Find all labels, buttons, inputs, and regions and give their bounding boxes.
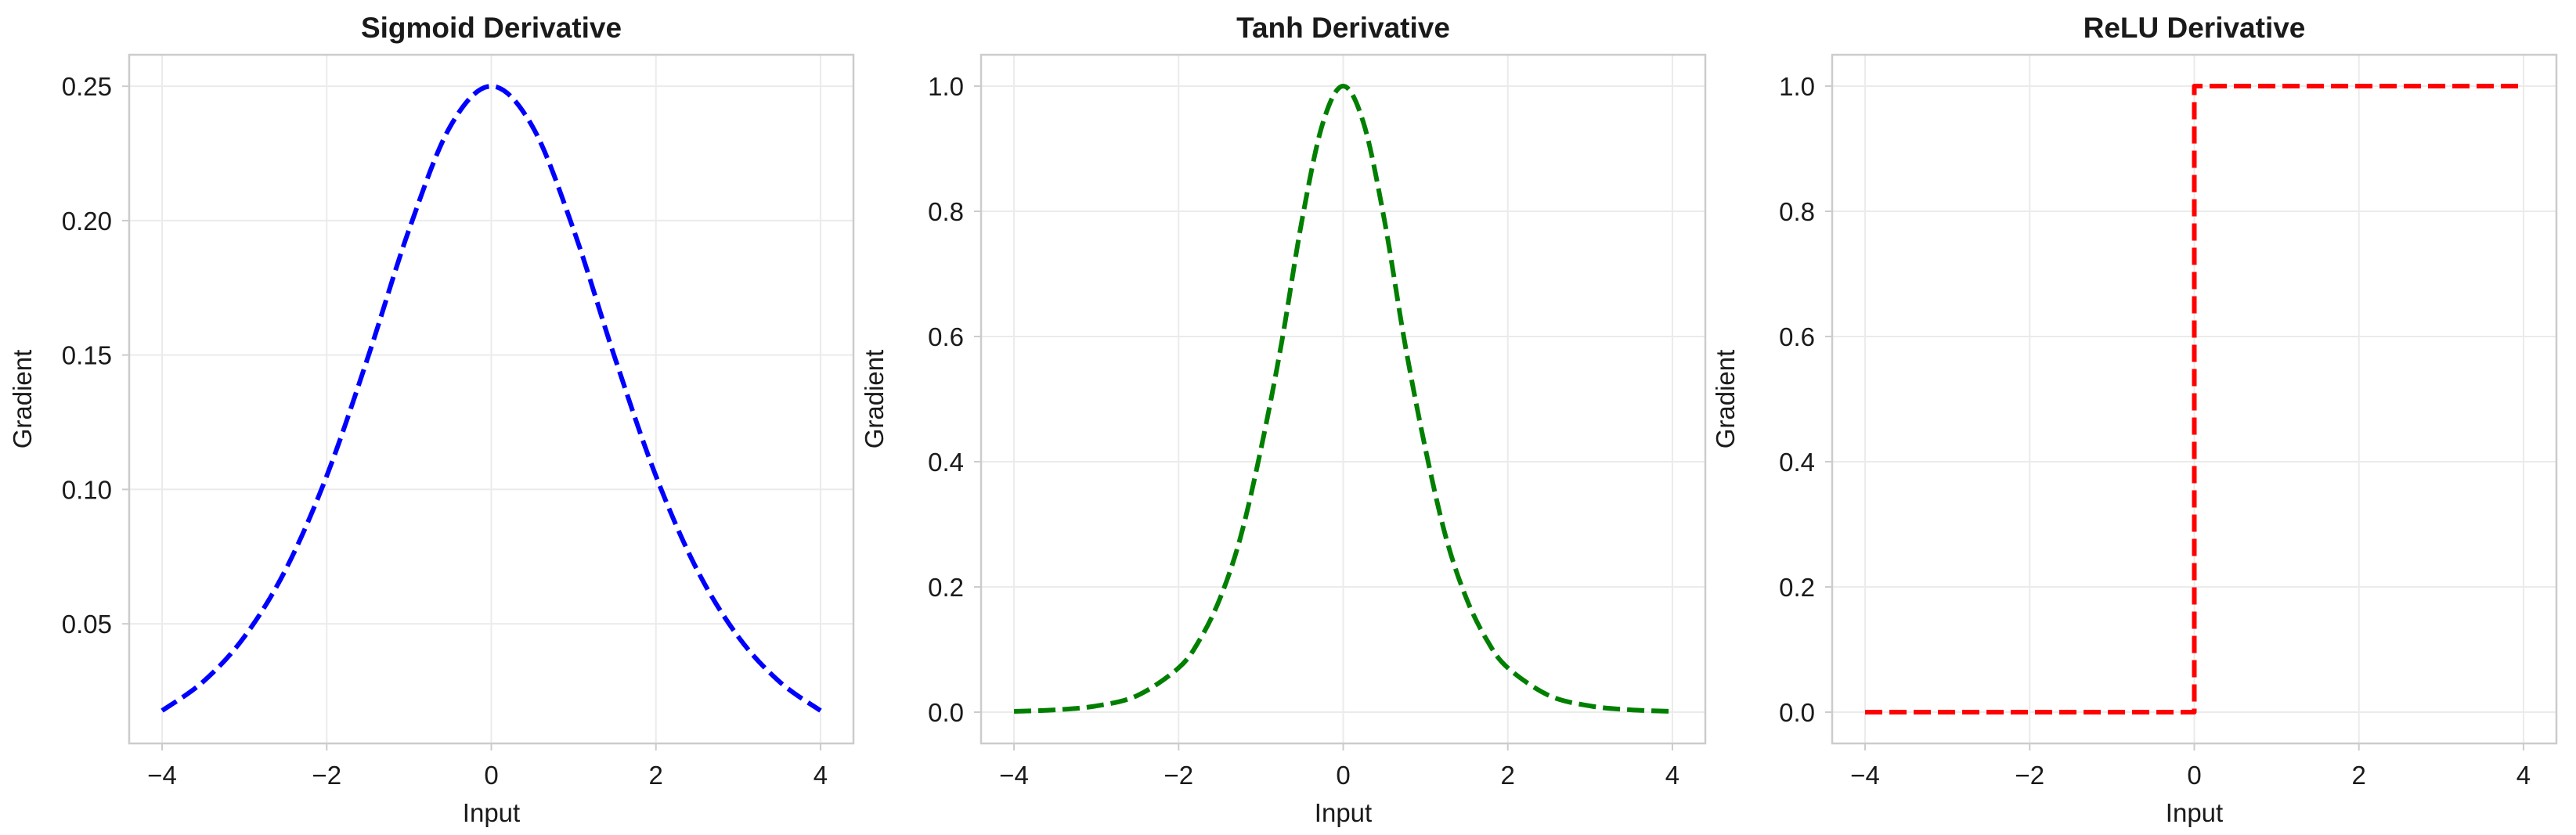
y-tick-label: 0.10: [62, 475, 112, 504]
chart-title: Tanh Derivative: [1236, 12, 1450, 44]
x-tick-label: −4: [999, 761, 1029, 790]
y-axis-label: Gradient: [8, 350, 37, 449]
y-tick-label: 1.0: [1779, 72, 1815, 101]
y-tick-label: 0.0: [928, 698, 964, 727]
x-tick-label: −4: [147, 761, 177, 790]
panel-relu-derivative: −4 −2 0 2 4 0.0 0.2 0.4 0.6 0.8 1.0 ReLU Derivati…: [1711, 12, 2558, 827]
y-tick-labels: 0.0 0.2 0.4 0.6 0.8 1.0: [1779, 72, 1815, 727]
y-tick-label: 0.15: [62, 341, 112, 370]
x-tick-labels: −4 −2 0 2 4: [1850, 761, 2531, 790]
y-axis-label: Gradient: [860, 350, 889, 449]
y-tick-label: 0.2: [928, 573, 964, 602]
y-tick-label: 0.6: [928, 322, 964, 351]
y-tick-label: 0.8: [1779, 197, 1815, 226]
x-tick-label: 2: [649, 761, 663, 790]
y-tick-label: 0.2: [1779, 573, 1815, 602]
series-group: [1865, 84, 2524, 714]
x-tick-label: 0: [1336, 761, 1350, 790]
y-tick-label: 0.4: [928, 448, 964, 477]
y-tick-label: 0.6: [1779, 322, 1815, 351]
x-tick-labels: −4 −2 0 2 4: [999, 761, 1679, 790]
x-tick-label: −2: [2015, 761, 2044, 790]
y-tick-label: 1.0: [928, 72, 964, 101]
tick-marks: [1825, 85, 2524, 750]
x-axis-label: Input: [463, 798, 520, 827]
x-tick-label: 2: [1501, 761, 1515, 790]
x-tick-labels: −4 −2 0 2 4: [147, 761, 828, 790]
panel-tanh-derivative: −4 −2 0 2 4 0.0 0.2 0.4 0.6 0.8 1.0 Tanh Derivati…: [860, 12, 1707, 827]
x-tick-label: 0: [2187, 761, 2201, 790]
y-tick-labels: 0.05 0.10 0.15 0.20 0.25: [62, 72, 112, 639]
chart-title: Sigmoid Derivative: [361, 12, 622, 44]
y-tick-label: 0.8: [928, 197, 964, 226]
x-tick-label: −4: [1850, 761, 1880, 790]
y-axis-label: Gradient: [1711, 350, 1740, 449]
x-tick-label: 2: [2352, 761, 2366, 790]
series-group: [1013, 84, 1673, 714]
series-line: [1865, 84, 2524, 714]
x-tick-label: −2: [312, 761, 341, 790]
chart-title: ReLU Derivative: [2084, 12, 2306, 44]
x-tick-label: 4: [1665, 761, 1679, 790]
y-tick-label: 0.05: [62, 610, 112, 639]
x-tick-label: 0: [484, 761, 498, 790]
panel-sigmoid-derivative: −4 −2 0 2 4 0.05 0.10 0.15 0.20 0.25 Sigmoid Der…: [8, 12, 855, 827]
y-tick-label: 0.0: [1779, 698, 1815, 727]
tick-marks: [122, 85, 821, 750]
tick-marks: [974, 85, 1673, 750]
grid-lines: [981, 55, 1705, 743]
x-tick-label: −2: [1164, 761, 1193, 790]
y-tick-labels: 0.0 0.2 0.4 0.6 0.8 1.0: [928, 72, 964, 727]
x-axis-label: Input: [1315, 798, 1372, 827]
series-line: [1013, 84, 1673, 714]
x-tick-label: 4: [814, 761, 828, 790]
grid-lines: [129, 55, 853, 743]
x-axis-label: Input: [2166, 798, 2223, 827]
y-tick-label: 0.20: [62, 207, 112, 236]
y-tick-label: 0.4: [1779, 448, 1815, 477]
x-tick-label: 4: [2516, 761, 2531, 790]
y-tick-label: 0.25: [62, 72, 112, 101]
